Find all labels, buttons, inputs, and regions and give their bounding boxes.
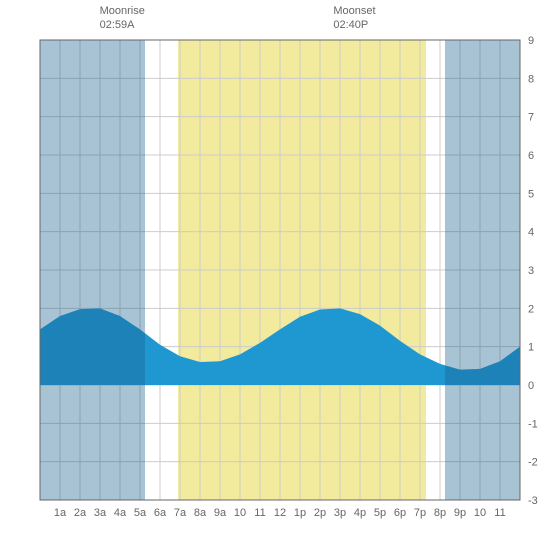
x-tick-label: 10 bbox=[474, 507, 486, 519]
y-tick-label: -3 bbox=[528, 495, 538, 507]
tide-chart: -3-2-101234567891a2a3a4a5a6a7a8a9a101112… bbox=[0, 0, 550, 550]
x-tick-label: 6a bbox=[154, 507, 167, 519]
x-tick-label: 5p bbox=[374, 507, 386, 519]
y-tick-label: 1 bbox=[528, 342, 534, 354]
x-tick-label: 8a bbox=[194, 507, 207, 519]
y-tick-label: -2 bbox=[528, 457, 538, 469]
chart-svg: -3-2-101234567891a2a3a4a5a6a7a8a9a101112… bbox=[0, 0, 550, 550]
night-overlay bbox=[445, 40, 520, 500]
x-tick-label: 4a bbox=[114, 507, 127, 519]
x-tick-label: 6p bbox=[394, 507, 406, 519]
y-tick-label: 9 bbox=[528, 35, 534, 47]
x-tick-label: 4p bbox=[354, 507, 366, 519]
x-tick-label: 11 bbox=[254, 507, 265, 519]
x-tick-label: 1p bbox=[294, 507, 306, 519]
y-tick-label: 2 bbox=[528, 303, 534, 315]
x-tick-label: 11 bbox=[494, 507, 505, 519]
x-tick-label: 3a bbox=[94, 507, 107, 519]
x-tick-label: 7p bbox=[414, 507, 426, 519]
x-tick-label: 2a bbox=[74, 507, 87, 519]
moonset-title: Moonset bbox=[333, 5, 375, 17]
y-tick-label: 3 bbox=[528, 265, 534, 277]
x-tick-label: 9a bbox=[214, 507, 227, 519]
moonrise-title: Moonrise bbox=[100, 5, 145, 17]
x-tick-label: 5a bbox=[134, 507, 147, 519]
x-tick-label: 7a bbox=[174, 507, 187, 519]
x-tick-label: 12 bbox=[274, 507, 286, 519]
night-overlay bbox=[40, 40, 145, 500]
y-tick-label: 5 bbox=[528, 188, 534, 200]
moonrise-value: 02:59A bbox=[100, 19, 136, 31]
y-tick-label: 6 bbox=[528, 150, 534, 162]
y-tick-label: 7 bbox=[528, 112, 534, 124]
x-tick-label: 3p bbox=[334, 507, 346, 519]
y-tick-label: -1 bbox=[528, 418, 538, 430]
x-tick-label: 2p bbox=[314, 507, 326, 519]
x-tick-label: 8p bbox=[434, 507, 446, 519]
y-tick-label: 4 bbox=[528, 227, 534, 239]
moonset-value: 02:40P bbox=[333, 19, 368, 31]
y-tick-label: 0 bbox=[528, 380, 534, 392]
x-tick-label: 10 bbox=[234, 507, 246, 519]
y-tick-label: 8 bbox=[528, 73, 534, 85]
x-tick-label: 9p bbox=[454, 507, 466, 519]
x-tick-label: 1a bbox=[54, 507, 67, 519]
